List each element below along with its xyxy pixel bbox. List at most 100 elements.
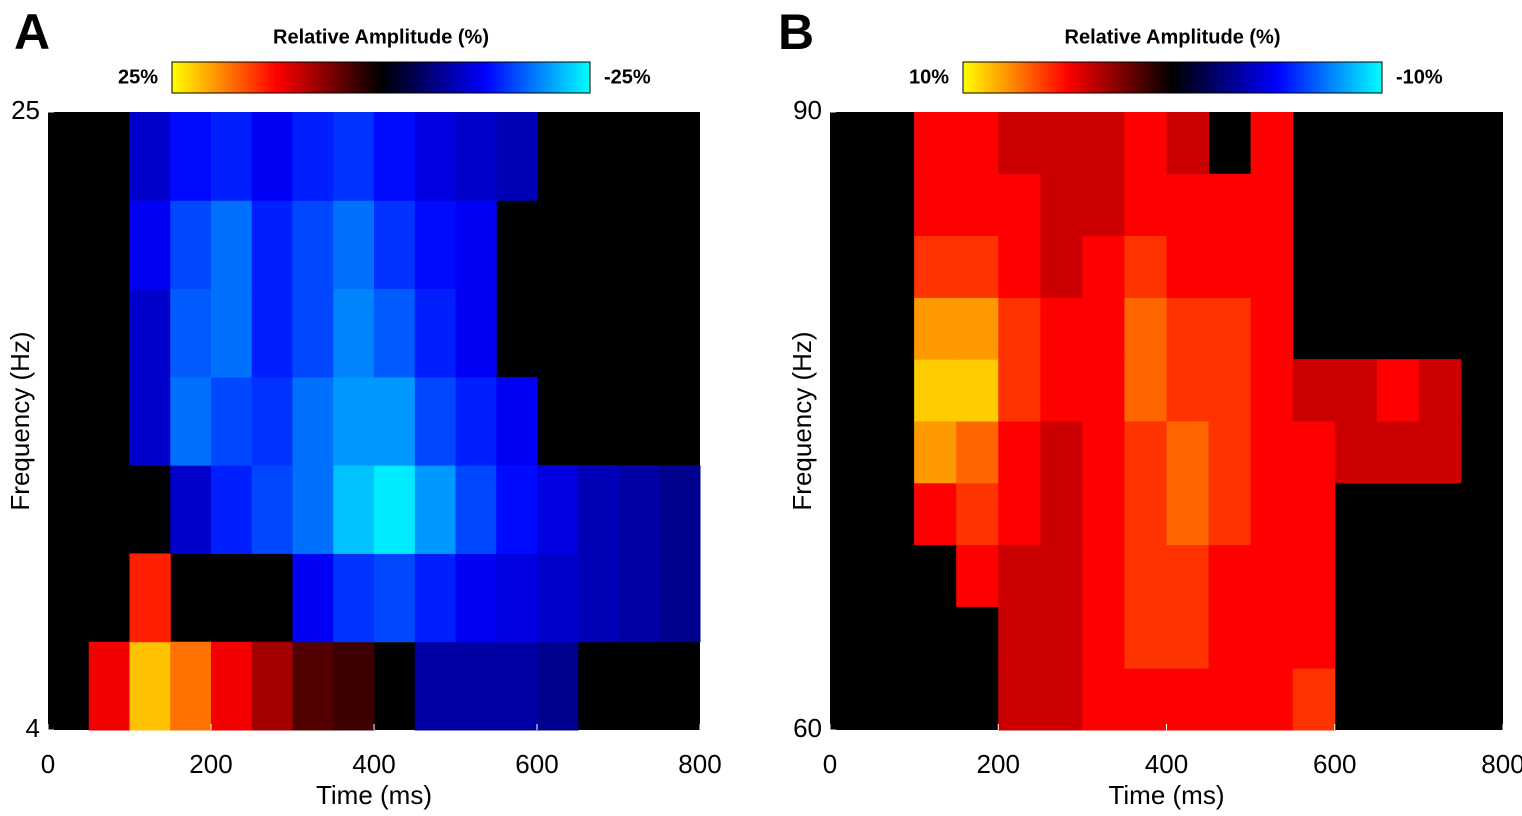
x-tick-label: 400	[352, 749, 395, 779]
heatmap-cell	[956, 421, 999, 484]
heatmap-cell	[956, 297, 999, 360]
heatmap-cell	[1292, 544, 1336, 607]
heatmap-cell	[455, 200, 497, 290]
x-tick-label: 0	[823, 749, 837, 779]
heatmap-cell	[1124, 544, 1167, 607]
heatmap-cell	[414, 112, 456, 201]
heatmap-cell	[88, 641, 130, 731]
heatmap-cell	[1040, 482, 1083, 546]
heatmap-cell	[1418, 359, 1462, 422]
heatmap-cell	[374, 465, 416, 554]
heatmap-cell	[914, 297, 957, 360]
heatmap-cell	[414, 553, 456, 643]
panel: A Relative Amplitude (%) 25% -25% 0 200 400 600…	[5, 4, 722, 810]
heatmap-cell	[1208, 606, 1252, 669]
heatmap-cell	[211, 465, 253, 554]
heatmap-cell	[455, 288, 497, 378]
heatmap-cell	[1292, 606, 1336, 669]
heatmap-cell	[333, 641, 375, 731]
x-tick-label: 200	[977, 749, 1020, 779]
heatmap-cell	[1166, 482, 1210, 546]
heatmap-cell	[956, 173, 999, 237]
y-tick-label: 25	[11, 95, 40, 125]
heatmap-cell	[1082, 359, 1125, 422]
heatmap-cell	[1082, 606, 1125, 669]
heatmap-cell	[1208, 482, 1252, 546]
heatmap-cell	[414, 641, 456, 731]
heatmap-cell	[998, 359, 1041, 422]
y-tick-label: 60	[793, 713, 822, 743]
heatmap-cell	[292, 288, 334, 378]
heatmap-cell	[1250, 359, 1294, 422]
heatmap-cell	[211, 641, 253, 731]
heatmap-cell	[1040, 359, 1083, 422]
y-axis-label: Frequency (Hz)	[5, 331, 35, 510]
heatmap-cell	[1124, 606, 1167, 669]
heatmap-cell	[1292, 668, 1336, 731]
heatmap-cell	[1166, 668, 1210, 731]
heatmap-cell	[333, 288, 375, 378]
heatmap-cell	[1250, 173, 1294, 237]
heatmap-cell	[577, 553, 619, 643]
heatmap-cell	[577, 465, 619, 554]
heatmap-cell	[1250, 606, 1294, 669]
heatmap-cell	[1166, 297, 1210, 360]
heatmap-cell	[170, 112, 212, 201]
heatmap-cell	[211, 200, 253, 290]
heatmap-cell	[1040, 544, 1083, 607]
heatmap-cell	[1166, 421, 1210, 484]
heatmap-cell	[455, 376, 497, 466]
heatmap-cell	[292, 376, 334, 466]
heatmap-cell	[374, 553, 416, 643]
heatmap-cell	[1208, 173, 1252, 237]
heatmap-cell	[1334, 359, 1378, 422]
heatmap-cell	[1040, 421, 1083, 484]
heatmap-cell	[1250, 668, 1294, 731]
heatmap-cell	[1040, 606, 1083, 669]
heatmap-cell	[414, 465, 456, 554]
heatmap-cell	[1250, 421, 1294, 484]
heatmap-cell	[659, 465, 701, 554]
heatmap-cell	[1124, 297, 1167, 360]
heatmap-cell	[251, 465, 293, 554]
heatmap-cell	[1208, 297, 1252, 360]
heatmap-cell	[292, 200, 334, 290]
heatmap-cell	[129, 641, 171, 731]
colorbar	[962, 61, 1383, 94]
heatmap-cell	[455, 112, 497, 201]
y-tick-label: 4	[26, 713, 40, 743]
heatmap-cell	[956, 235, 999, 298]
heatmap-cell	[1040, 173, 1083, 237]
heatmap-cell	[1208, 359, 1252, 422]
heatmap-cell	[1166, 235, 1210, 298]
heatmap-cell	[170, 641, 212, 731]
colorbar-tick-label: 25%	[118, 66, 158, 88]
heatmap-cell	[914, 421, 957, 484]
heatmap-cell	[251, 112, 293, 201]
heatmap-cell	[496, 553, 538, 643]
heatmap-cell	[1250, 482, 1294, 546]
x-tick-label: 800	[678, 749, 721, 779]
y-axis-label: Frequency (Hz)	[787, 331, 817, 510]
x-tick-label: 600	[515, 749, 558, 779]
heatmap-cell	[537, 465, 579, 554]
heatmap-cell	[1082, 112, 1125, 175]
heatmap-cell	[1082, 173, 1125, 237]
heatmap-cell	[1124, 235, 1167, 298]
heatmap-cell	[659, 553, 701, 643]
heatmap-cell	[914, 482, 957, 546]
heatmap-cell	[129, 376, 171, 466]
x-tick-label: 800	[1481, 749, 1522, 779]
heatmap-cell	[1082, 544, 1125, 607]
x-tick-label: 400	[1145, 749, 1188, 779]
colorbar-label: Relative Amplitude (%)	[273, 26, 489, 48]
heatmap-cell	[1082, 668, 1125, 731]
heatmap-cell	[1166, 544, 1210, 607]
heatmap-cell	[1082, 421, 1125, 484]
heatmap-cell	[1040, 235, 1083, 298]
heatmap-cell	[998, 544, 1041, 607]
heatmap-cell	[1040, 668, 1083, 731]
heatmap-cell	[170, 288, 212, 378]
heatmap-cell	[455, 553, 497, 643]
heatmap-cell	[1334, 421, 1378, 484]
